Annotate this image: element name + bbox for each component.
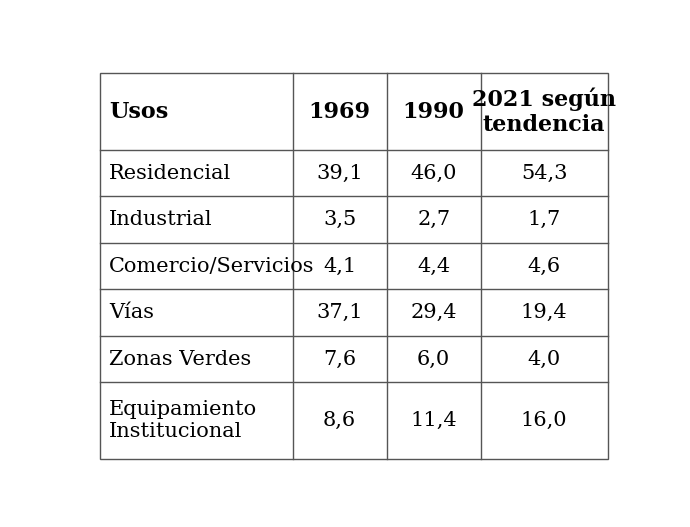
Text: Zonas Verdes: Zonas Verdes — [109, 349, 251, 368]
Text: 11,4: 11,4 — [411, 411, 457, 430]
Text: Industrial: Industrial — [109, 210, 213, 229]
Text: Usos: Usos — [109, 101, 168, 123]
Text: 6,0: 6,0 — [417, 349, 451, 368]
Text: 54,3: 54,3 — [521, 164, 567, 183]
Text: 4,4: 4,4 — [417, 257, 450, 276]
Text: Residencial: Residencial — [109, 164, 231, 183]
Text: Vías: Vías — [109, 303, 155, 322]
Text: 16,0: 16,0 — [521, 411, 567, 430]
Text: 4,6: 4,6 — [528, 257, 561, 276]
Text: 2021 según
tendencia: 2021 según tendencia — [472, 87, 616, 136]
Text: 1990: 1990 — [403, 101, 464, 123]
Text: 8,6: 8,6 — [323, 411, 356, 430]
Text: 37,1: 37,1 — [316, 303, 363, 322]
Text: Comercio/Servicios: Comercio/Servicios — [109, 257, 315, 276]
Text: 19,4: 19,4 — [521, 303, 567, 322]
Text: 1969: 1969 — [308, 101, 371, 123]
Text: 7,6: 7,6 — [323, 349, 356, 368]
Text: 4,1: 4,1 — [323, 257, 356, 276]
Text: 1,7: 1,7 — [527, 210, 561, 229]
Text: 4,0: 4,0 — [527, 349, 561, 368]
Text: Equipamiento
Institucional: Equipamiento Institucional — [109, 400, 257, 441]
Text: 3,5: 3,5 — [323, 210, 356, 229]
Text: 39,1: 39,1 — [316, 164, 363, 183]
Text: 46,0: 46,0 — [411, 164, 457, 183]
Text: 2,7: 2,7 — [417, 210, 450, 229]
Text: 29,4: 29,4 — [411, 303, 457, 322]
